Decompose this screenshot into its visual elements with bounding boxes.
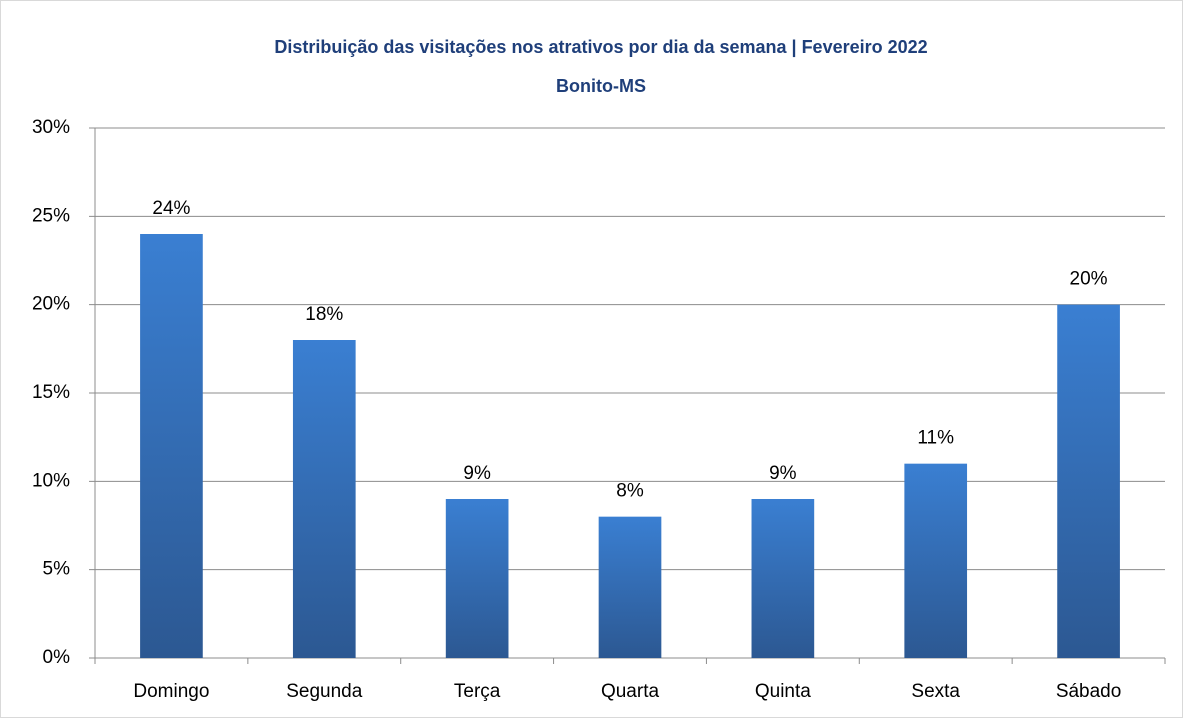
y-tick-label: 5% bbox=[43, 559, 71, 580]
value-label: 18% bbox=[305, 304, 343, 325]
bar bbox=[904, 463, 968, 658]
bar bbox=[445, 499, 509, 658]
bar bbox=[1057, 304, 1120, 658]
value-label: 11% bbox=[917, 428, 954, 449]
value-label: 9% bbox=[463, 463, 491, 484]
x-tick-label: Sábado bbox=[1056, 681, 1122, 702]
value-label: 8% bbox=[616, 481, 644, 502]
value-label: 20% bbox=[1070, 269, 1108, 290]
x-tick-label: Domingo bbox=[133, 681, 209, 702]
x-tick-label: Sexta bbox=[911, 681, 960, 702]
x-tick-label: Quinta bbox=[755, 681, 811, 702]
bar bbox=[140, 234, 203, 658]
y-tick-label: 30% bbox=[32, 117, 70, 138]
bar bbox=[292, 340, 356, 658]
y-tick-label: 0% bbox=[43, 647, 71, 668]
y-tick-label: 15% bbox=[32, 382, 70, 403]
y-tick-label: 10% bbox=[32, 470, 70, 491]
y-tick-label: 20% bbox=[32, 294, 70, 315]
bar bbox=[751, 499, 815, 658]
chart-title: Distribuição das visitações nos atrativo… bbox=[274, 37, 927, 57]
value-label: 24% bbox=[152, 198, 190, 219]
x-tick-label: Segunda bbox=[286, 681, 363, 702]
y-tick-label: 25% bbox=[32, 205, 70, 226]
value-label: 9% bbox=[769, 463, 797, 484]
chart-subtitle: Bonito-MS bbox=[556, 76, 646, 96]
bar bbox=[598, 516, 662, 658]
x-tick-label: Quarta bbox=[601, 681, 660, 702]
x-tick-label: Terça bbox=[454, 681, 501, 702]
